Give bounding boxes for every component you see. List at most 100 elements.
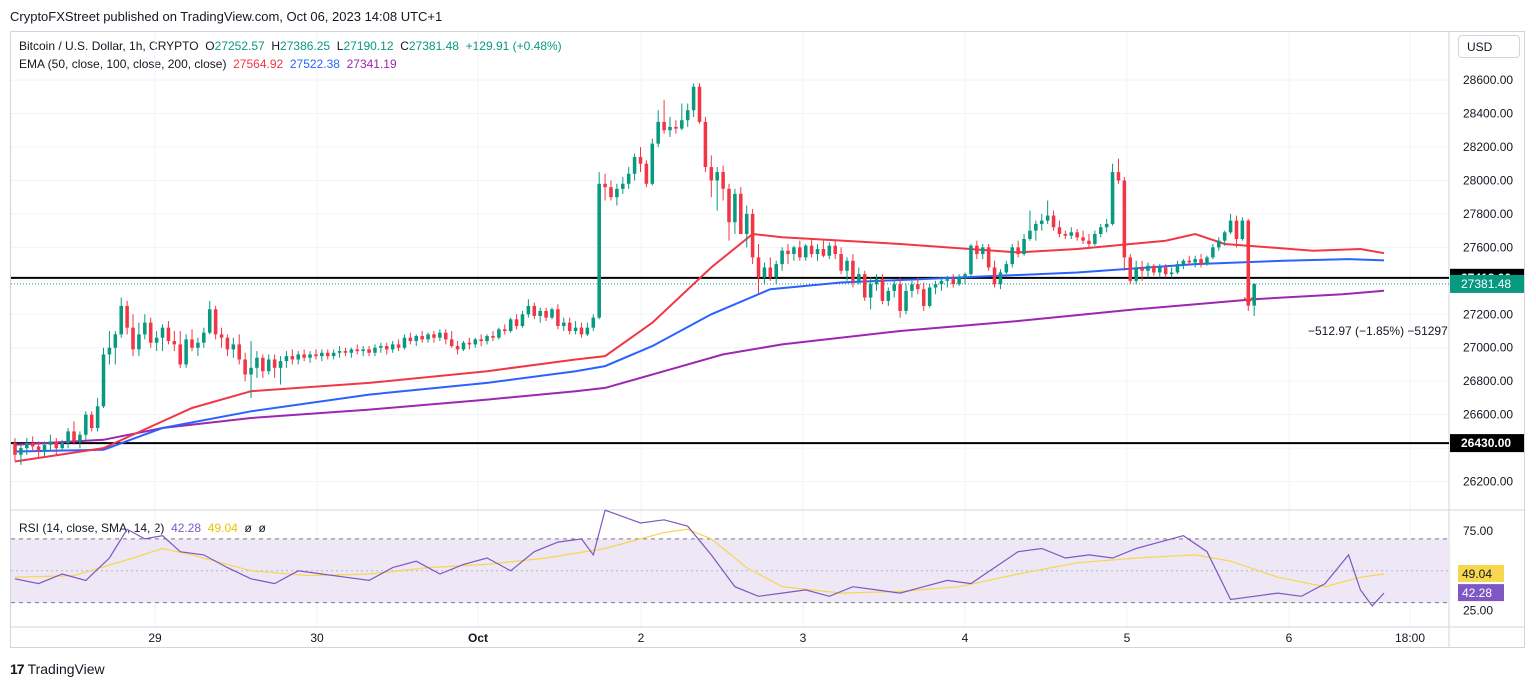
candle-body — [632, 157, 637, 174]
low-value: 27190.12 — [343, 39, 394, 53]
candle-body — [66, 431, 70, 444]
candle-body — [432, 334, 436, 338]
measure-arrowhead — [1243, 297, 1253, 305]
currency-button[interactable]: USD — [1458, 35, 1520, 58]
candle-body — [862, 274, 867, 298]
rsi-legend: RSI (14, close, SMA, 14, 2) 42.28 49.04 … — [19, 521, 266, 535]
candle-body — [733, 193, 737, 223]
candle-body — [939, 280, 944, 285]
rsi-extra-1: ø — [244, 521, 252, 535]
candle-body — [143, 322, 147, 335]
candle-body — [1034, 223, 1038, 231]
candle-body — [857, 274, 861, 281]
rsi-tick-label: 75.00 — [1463, 524, 1493, 538]
price-tick-label: 26600.00 — [1463, 408, 1513, 422]
candle-body — [1175, 264, 1180, 273]
rsi-label: RSI (14, close, SMA, 14, 2) — [19, 521, 165, 535]
candle-body — [809, 245, 814, 255]
candle-body — [957, 277, 961, 285]
candle-body — [1146, 265, 1150, 271]
price-tick-label: 26200.00 — [1463, 475, 1513, 489]
tradingview-logo[interactable]: 17 TradingView — [10, 661, 105, 677]
candle-body — [691, 86, 696, 111]
candle-body — [343, 351, 348, 353]
candle-body — [674, 126, 678, 129]
candle-body — [367, 349, 371, 353]
candle-body — [1122, 180, 1127, 258]
candle-body — [30, 443, 35, 447]
candle-body — [349, 349, 354, 353]
candle-body — [945, 279, 950, 281]
candle-body — [320, 352, 324, 357]
candle-body — [703, 121, 708, 168]
candle-body — [709, 167, 714, 181]
candle-body — [172, 341, 177, 345]
candle-body — [154, 337, 159, 343]
candle-body — [95, 406, 100, 429]
price-tick-label: 28400.00 — [1463, 107, 1513, 121]
candle-body — [579, 327, 584, 335]
candle-body — [514, 319, 519, 326]
price-tick-label: 28600.00 — [1463, 73, 1513, 87]
candle-body — [1010, 247, 1015, 265]
candle-body — [1217, 240, 1221, 248]
rsi-line — [14, 509, 1385, 607]
candle-body — [1098, 227, 1103, 234]
candle-body — [1181, 260, 1186, 265]
candle-body — [615, 188, 619, 198]
candle-body — [1240, 220, 1245, 240]
candle-body — [1016, 247, 1020, 255]
candle-body — [656, 121, 660, 144]
candle-body — [715, 172, 719, 181]
candle-body — [1039, 220, 1044, 224]
candle-body — [426, 334, 430, 340]
candle-body — [296, 354, 301, 360]
candle-body — [72, 431, 76, 442]
candle-body — [337, 351, 342, 353]
candle-body — [1128, 257, 1133, 281]
candle-body — [207, 309, 212, 333]
candle-body — [449, 339, 454, 347]
candle-body — [544, 310, 548, 318]
rsi-value: 42.28 — [171, 521, 202, 535]
candle-body — [503, 329, 507, 332]
candle-body — [443, 332, 448, 340]
horizontal-line-label: 26430.00 — [1461, 436, 1511, 450]
candle-body — [1205, 257, 1209, 265]
candle-body — [898, 284, 902, 311]
chart-frame — [10, 31, 1525, 648]
candle-body — [497, 329, 501, 338]
rsi-sma-tag — [1458, 564, 1504, 582]
candle-body — [910, 284, 914, 291]
candle-body — [933, 284, 938, 288]
candle-body — [1057, 227, 1062, 234]
high-value: 27386.25 — [280, 39, 331, 53]
candle-body — [886, 290, 891, 301]
candle-body — [880, 279, 885, 301]
candle-body — [113, 334, 118, 348]
price-tick-label: 27800.00 — [1463, 207, 1513, 221]
candle-body — [1104, 223, 1109, 228]
candle-body — [308, 354, 312, 358]
candle-body — [768, 267, 773, 278]
candle-body — [567, 322, 572, 332]
candle-body — [821, 249, 826, 256]
price-legend: Bitcoin / U.S. Dollar, 1h, CRYPTO O27252… — [19, 39, 562, 53]
published-header: CryptoFXStreet published on TradingView.… — [10, 9, 443, 24]
candle-body — [89, 414, 94, 429]
candle-body — [986, 247, 991, 268]
price-tick-label: 28000.00 — [1463, 173, 1513, 187]
candle-body — [591, 317, 596, 328]
candle-body — [951, 279, 956, 285]
ema50-value: 27564.92 — [233, 57, 284, 71]
open-value: 27252.57 — [214, 39, 265, 53]
candle-body — [1116, 172, 1121, 181]
candle-body — [721, 172, 725, 189]
last-price-tag — [1450, 274, 1524, 293]
candle-body — [750, 213, 755, 258]
candle-body — [585, 327, 590, 335]
candle-body — [1234, 220, 1239, 240]
ema-label: EMA (50, close, 100, close, 200, close) — [19, 57, 227, 71]
candle-body — [1134, 267, 1138, 281]
